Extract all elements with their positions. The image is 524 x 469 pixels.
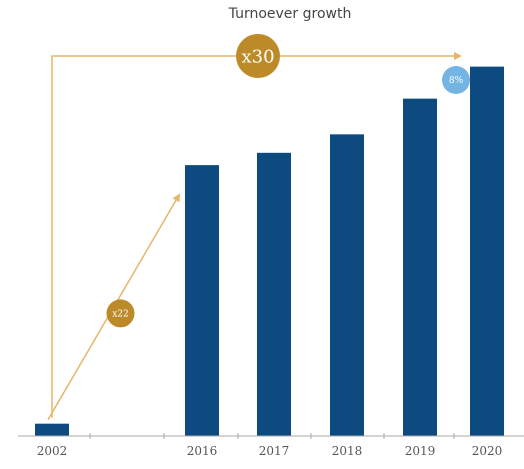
bar-2018 xyxy=(330,134,364,436)
bar-2019 xyxy=(403,98,437,436)
badge-8pct: 8% xyxy=(442,66,470,94)
x-tick-label-2002: 2002 xyxy=(37,444,68,458)
badge-8pct-label: 8% xyxy=(449,76,464,86)
x-tick-label-2018: 2018 xyxy=(332,444,363,458)
bar-2002 xyxy=(35,423,69,436)
x-tick-label-2016: 2016 xyxy=(187,444,218,458)
x-tick-label-2019: 2019 xyxy=(405,444,436,458)
chart-title: Turnoever growth xyxy=(228,6,352,22)
badge-x30-circle xyxy=(236,34,280,78)
bar-2016 xyxy=(185,165,219,436)
badge-x30-label: x30 xyxy=(241,46,274,67)
bar-2017 xyxy=(257,152,291,436)
x-tick-label-2017: 2017 xyxy=(259,444,290,458)
badge-x30: x30 xyxy=(236,34,280,78)
x-tick-labels: 2002 2016 2017 2018 2019 2020 xyxy=(37,444,503,458)
growth-arrow-x30 xyxy=(51,52,462,418)
badge-8pct-circle xyxy=(442,66,470,94)
badge-x22-circle xyxy=(106,299,135,328)
arrows-layer xyxy=(47,52,462,421)
bar-2020 xyxy=(470,66,504,436)
x-axis xyxy=(18,433,524,439)
x-tick-label-2020: 2020 xyxy=(472,444,503,458)
badge-x22: x22 xyxy=(106,299,135,328)
bars-layer xyxy=(35,66,504,436)
badge-x22-label: x22 xyxy=(112,310,129,320)
badges-layer: x22 x30 8% xyxy=(106,34,470,328)
